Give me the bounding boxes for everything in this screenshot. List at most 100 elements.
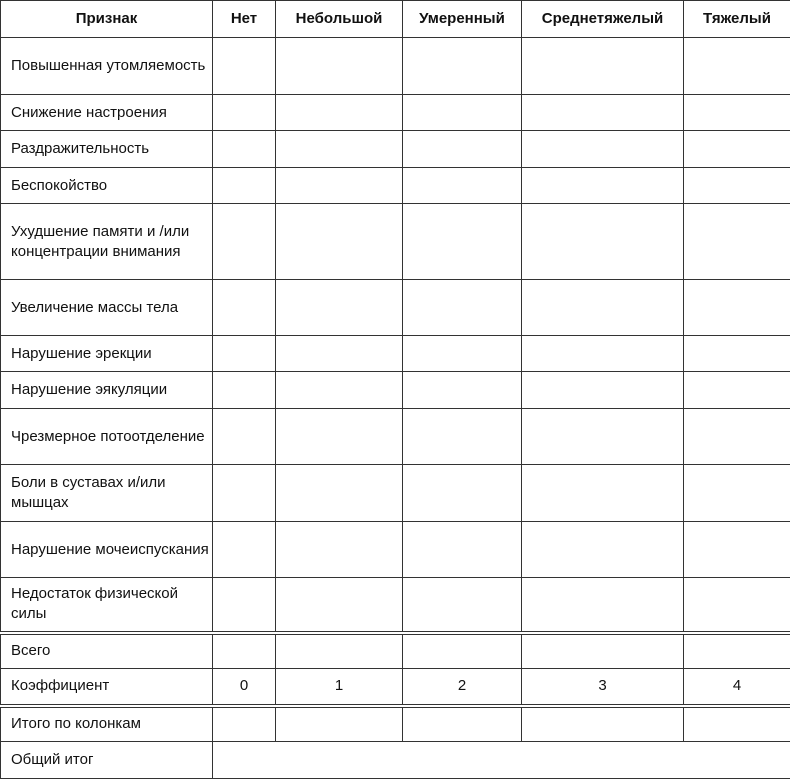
score-cell[interactable]	[402, 130, 522, 168]
score-cell[interactable]	[683, 335, 790, 372]
header-severe: Тяжелый	[683, 0, 790, 38]
symptom-row: Беспокойство	[0, 167, 790, 204]
score-cell[interactable]	[275, 521, 403, 578]
score-cell[interactable]	[521, 203, 684, 280]
score-cell[interactable]	[212, 203, 276, 280]
score-cell[interactable]	[402, 203, 522, 280]
symptom-label: Нарушение эякуляции	[0, 371, 213, 409]
symptom-label: Ухудшение памяти и /или концентрации вни…	[0, 203, 213, 280]
score-cell[interactable]	[683, 37, 790, 95]
grand-total-cell[interactable]	[212, 741, 790, 779]
score-cell[interactable]	[683, 464, 790, 522]
total-cell[interactable]	[275, 630, 403, 669]
column-total-cell[interactable]	[521, 703, 684, 742]
score-cell[interactable]	[521, 167, 684, 204]
symptom-row: Боли в суставах и/или мышцах	[0, 464, 790, 522]
coefficient-value: 0	[212, 668, 276, 706]
coefficient-label: Коэффициент	[0, 668, 213, 706]
symptom-label: Повышенная утомляемость	[0, 37, 213, 95]
score-cell[interactable]	[275, 203, 403, 280]
score-cell[interactable]	[275, 94, 403, 131]
score-cell[interactable]	[521, 408, 684, 465]
score-cell[interactable]	[402, 335, 522, 372]
score-cell[interactable]	[402, 279, 522, 336]
symptom-row: Нарушение эякуляции	[0, 371, 790, 409]
symptom-row: Ухудшение памяти и /или концентрации вни…	[0, 203, 790, 280]
symptom-row: Недостаток физической силы	[0, 577, 790, 633]
symptom-row: Раздражительность	[0, 130, 790, 168]
total-cell[interactable]	[521, 630, 684, 669]
total-label: Всего	[0, 630, 213, 669]
symptom-row: Повышенная утомляемость	[0, 37, 790, 95]
score-cell[interactable]	[521, 279, 684, 336]
score-cell[interactable]	[275, 167, 403, 204]
symptom-row: Увеличение массы тела	[0, 279, 790, 336]
column-total-cell[interactable]	[275, 703, 403, 742]
score-cell[interactable]	[402, 94, 522, 131]
score-cell[interactable]	[402, 37, 522, 95]
score-cell[interactable]	[521, 130, 684, 168]
score-cell[interactable]	[275, 464, 403, 522]
score-cell[interactable]	[521, 464, 684, 522]
score-cell[interactable]	[275, 37, 403, 95]
score-cell[interactable]	[212, 577, 276, 633]
score-cell[interactable]	[683, 130, 790, 168]
header-moderate: Умеренный	[402, 0, 522, 38]
coefficient-value: 4	[683, 668, 790, 706]
score-cell[interactable]	[521, 37, 684, 95]
column-total-cell[interactable]	[683, 703, 790, 742]
score-cell[interactable]	[275, 279, 403, 336]
score-cell[interactable]	[683, 94, 790, 131]
score-cell[interactable]	[275, 371, 403, 409]
symptom-label: Чрезмерное потоотделение	[0, 408, 213, 465]
score-cell[interactable]	[521, 577, 684, 633]
score-cell[interactable]	[212, 371, 276, 409]
score-cell[interactable]	[275, 408, 403, 465]
coefficient-value: 1	[275, 668, 403, 706]
symptom-label: Недостаток физической силы	[0, 577, 213, 633]
header-none: Нет	[212, 0, 276, 38]
score-cell[interactable]	[683, 408, 790, 465]
total-cell[interactable]	[402, 630, 522, 669]
score-cell[interactable]	[683, 521, 790, 578]
score-cell[interactable]	[212, 37, 276, 95]
score-cell[interactable]	[521, 521, 684, 578]
total-row: Всего	[0, 630, 790, 669]
score-cell[interactable]	[402, 408, 522, 465]
header-moderately-severe: Среднетяжелый	[521, 0, 684, 38]
score-cell[interactable]	[402, 167, 522, 204]
score-cell[interactable]	[212, 521, 276, 578]
score-cell[interactable]	[212, 408, 276, 465]
symptom-label: Нарушение мочеиспускания	[0, 521, 213, 578]
symptom-label: Раздражительность	[0, 130, 213, 168]
score-cell[interactable]	[212, 94, 276, 131]
score-cell[interactable]	[212, 130, 276, 168]
score-cell[interactable]	[683, 203, 790, 280]
score-cell[interactable]	[212, 335, 276, 372]
score-cell[interactable]	[521, 335, 684, 372]
score-cell[interactable]	[402, 521, 522, 578]
symptom-label: Беспокойство	[0, 167, 213, 204]
score-cell[interactable]	[683, 577, 790, 633]
score-cell[interactable]	[402, 371, 522, 409]
total-cell[interactable]	[683, 630, 790, 669]
score-cell[interactable]	[275, 577, 403, 633]
score-cell[interactable]	[212, 279, 276, 336]
coefficient-value: 2	[402, 668, 522, 706]
score-cell[interactable]	[402, 577, 522, 633]
total-cell[interactable]	[212, 630, 276, 669]
score-cell[interactable]	[683, 167, 790, 204]
score-cell[interactable]	[683, 371, 790, 409]
score-cell[interactable]	[212, 167, 276, 204]
score-cell[interactable]	[212, 464, 276, 522]
score-cell[interactable]	[683, 279, 790, 336]
column-total-cell[interactable]	[402, 703, 522, 742]
header-sign: Признак	[0, 0, 213, 38]
score-cell[interactable]	[275, 130, 403, 168]
score-cell[interactable]	[402, 464, 522, 522]
score-cell[interactable]	[521, 94, 684, 131]
column-total-cell[interactable]	[212, 703, 276, 742]
score-cell[interactable]	[275, 335, 403, 372]
score-cell[interactable]	[521, 371, 684, 409]
grand-total-label: Общий итог	[0, 741, 213, 779]
